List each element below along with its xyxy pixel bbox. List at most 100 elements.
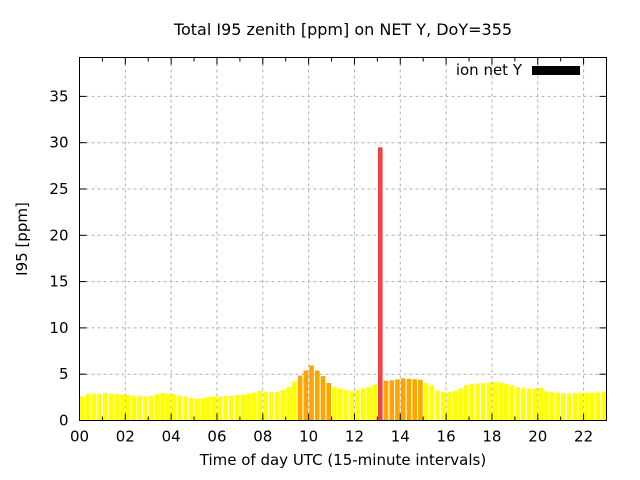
bar bbox=[246, 393, 251, 421]
y-tick-label: 10 bbox=[49, 319, 68, 337]
bar bbox=[538, 388, 543, 421]
bar bbox=[360, 388, 366, 421]
plot-border bbox=[79, 57, 607, 421]
bar bbox=[337, 388, 343, 421]
bar bbox=[85, 393, 91, 421]
bar bbox=[406, 378, 412, 421]
bar bbox=[567, 393, 572, 421]
bar bbox=[292, 381, 297, 421]
bar bbox=[274, 391, 280, 421]
bar bbox=[440, 391, 446, 421]
bar bbox=[240, 394, 246, 421]
x-tick-label: 04 bbox=[162, 428, 181, 446]
bar bbox=[343, 389, 349, 421]
bar bbox=[372, 384, 377, 421]
y-tick-label: 25 bbox=[49, 180, 68, 198]
bar bbox=[114, 394, 120, 421]
bar bbox=[234, 395, 240, 421]
bar bbox=[131, 395, 137, 421]
x-tick-label: 06 bbox=[207, 428, 226, 446]
bar bbox=[257, 390, 263, 421]
bar bbox=[578, 393, 584, 421]
x-tick-label: 02 bbox=[116, 428, 135, 446]
x-axis-title: Time of day UTC (15-minute intervals) bbox=[199, 451, 487, 469]
bar bbox=[91, 393, 97, 421]
bar bbox=[166, 393, 171, 421]
y-tick-label: 5 bbox=[59, 365, 69, 383]
bar bbox=[223, 395, 228, 421]
bar bbox=[526, 388, 532, 421]
bar bbox=[97, 394, 102, 421]
bar bbox=[263, 391, 269, 421]
bar bbox=[515, 387, 521, 421]
x-tick-label: 12 bbox=[345, 428, 364, 446]
bar bbox=[498, 382, 503, 421]
x-tick-label: 16 bbox=[437, 428, 456, 446]
bar bbox=[572, 393, 578, 421]
legend: ion net Y bbox=[420, 61, 580, 79]
bar bbox=[549, 392, 555, 421]
bar bbox=[148, 395, 154, 421]
bar bbox=[303, 370, 309, 421]
bar bbox=[383, 380, 389, 421]
y-tick-label: 20 bbox=[49, 226, 68, 244]
bar bbox=[601, 391, 606, 421]
bar bbox=[183, 396, 188, 421]
x-tick-label: 08 bbox=[253, 428, 272, 446]
bar bbox=[297, 375, 303, 421]
bar bbox=[544, 391, 549, 421]
bar bbox=[429, 385, 435, 421]
bar bbox=[503, 383, 509, 421]
x-tick-label: 10 bbox=[299, 428, 318, 446]
bar bbox=[532, 388, 538, 421]
bar bbox=[251, 392, 257, 421]
bar bbox=[389, 380, 395, 421]
chart-title: Total I95 zenith [ppm] on NET Y, DoY=355 bbox=[173, 20, 513, 39]
x-tick-label: 14 bbox=[391, 428, 410, 446]
bar bbox=[446, 392, 452, 421]
bar bbox=[475, 383, 480, 421]
x-tick-label: 00 bbox=[70, 428, 89, 446]
bar bbox=[355, 389, 360, 421]
bar bbox=[463, 385, 469, 421]
bar bbox=[412, 379, 417, 421]
y-tick-label: 30 bbox=[49, 134, 68, 152]
bar bbox=[561, 393, 566, 421]
bar bbox=[486, 382, 492, 421]
bar bbox=[80, 396, 85, 421]
bar bbox=[509, 385, 515, 421]
bar bbox=[395, 379, 400, 421]
bar bbox=[160, 393, 165, 421]
bar bbox=[188, 397, 194, 421]
bar bbox=[492, 382, 498, 421]
bar bbox=[137, 395, 143, 421]
bar bbox=[584, 392, 589, 421]
bar bbox=[521, 388, 526, 421]
bar bbox=[217, 396, 223, 421]
x-tick-label: 18 bbox=[482, 428, 501, 446]
bar bbox=[229, 395, 234, 421]
bar bbox=[286, 387, 291, 421]
bar bbox=[194, 398, 200, 421]
bar bbox=[103, 393, 108, 421]
x-tick-label: 20 bbox=[528, 428, 547, 446]
bar bbox=[211, 396, 217, 421]
bar bbox=[269, 392, 274, 421]
bar bbox=[349, 390, 354, 421]
bar bbox=[143, 396, 148, 421]
bar bbox=[555, 392, 561, 421]
bar bbox=[366, 387, 372, 421]
bar bbox=[314, 370, 320, 421]
bar bbox=[280, 389, 286, 421]
bar bbox=[171, 394, 177, 421]
x-tick-label: 22 bbox=[574, 428, 593, 446]
bar bbox=[452, 390, 458, 421]
bar bbox=[435, 390, 440, 421]
bar bbox=[177, 395, 183, 421]
legend-swatch bbox=[532, 65, 580, 75]
bar bbox=[125, 395, 131, 421]
bar bbox=[400, 378, 406, 421]
bar bbox=[458, 388, 463, 421]
legend-label: ion net Y bbox=[455, 61, 522, 79]
